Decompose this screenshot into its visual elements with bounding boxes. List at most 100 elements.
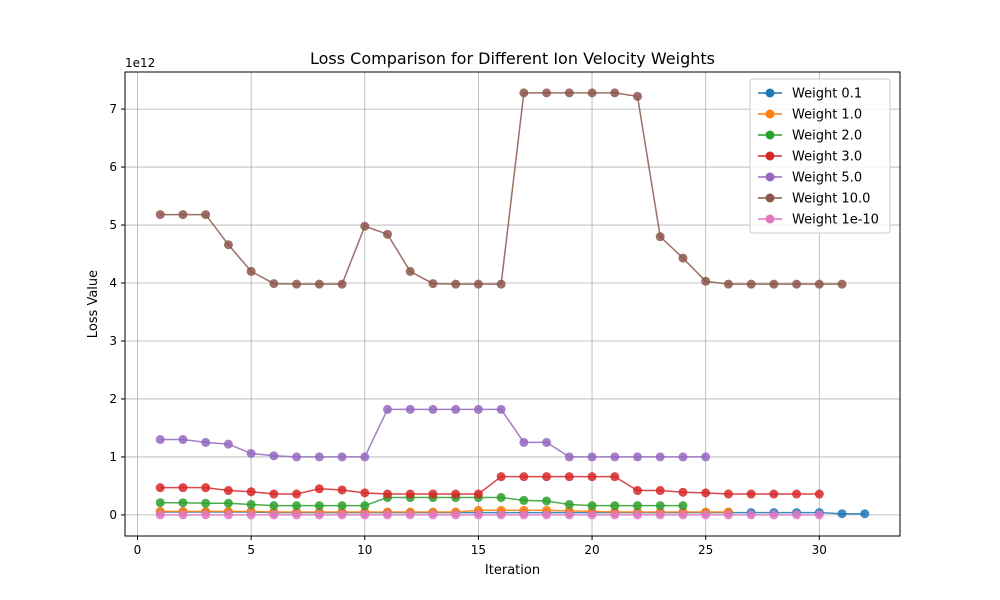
y-scale-offset-label: 1e12 xyxy=(125,56,155,70)
data-point xyxy=(360,501,370,511)
data-point xyxy=(496,493,506,503)
data-point xyxy=(223,498,233,508)
data-point xyxy=(269,510,279,520)
legend-marker xyxy=(765,88,775,98)
data-point xyxy=(223,240,233,250)
data-point xyxy=(292,501,302,511)
data-point xyxy=(542,88,552,98)
y-tick-label: 4 xyxy=(109,276,117,290)
data-point xyxy=(337,485,347,495)
data-point xyxy=(496,404,506,414)
legend-box xyxy=(749,78,891,234)
data-point xyxy=(633,91,642,101)
legend-entry: Weight 2.0 xyxy=(758,129,862,144)
data-point xyxy=(178,498,188,508)
data-point xyxy=(723,510,733,520)
series-line xyxy=(160,475,820,495)
data-point xyxy=(178,435,188,445)
legend-entry: Weight 3.0 xyxy=(758,150,862,165)
legend-label: Weight 2.0 xyxy=(792,129,862,144)
x-axis-label: Iteration xyxy=(485,563,540,578)
y-tick-label: 7 xyxy=(109,102,117,116)
data-point xyxy=(269,501,279,511)
legend-label: Weight 0.1 xyxy=(792,87,862,102)
legend-marker xyxy=(765,130,775,140)
data-point xyxy=(678,452,688,462)
data-point xyxy=(746,489,756,499)
data-point xyxy=(337,510,347,520)
data-point xyxy=(178,483,188,493)
data-point xyxy=(746,279,756,289)
data-point xyxy=(383,229,392,239)
series-weight-0-1 xyxy=(155,507,870,519)
data-point xyxy=(451,404,461,414)
y-tick-label: 5 xyxy=(109,218,117,232)
data-point xyxy=(542,510,552,520)
data-point xyxy=(223,486,233,496)
data-point xyxy=(610,452,620,462)
data-point xyxy=(473,489,483,499)
data-point xyxy=(564,472,574,482)
data-point xyxy=(837,509,847,519)
data-point xyxy=(610,472,620,482)
data-point xyxy=(201,498,211,508)
axis-ticks: 0 5 10 15 20 25 30 0 1 2 3 4 5 6 7 xyxy=(109,102,827,557)
data-point xyxy=(564,88,574,98)
data-point xyxy=(292,452,302,462)
legend-marker xyxy=(765,172,775,182)
data-point xyxy=(542,472,552,482)
data-point xyxy=(292,489,302,499)
data-point xyxy=(610,501,620,511)
data-point xyxy=(587,88,597,98)
data-point xyxy=(337,452,347,462)
data-point xyxy=(792,279,802,289)
data-point xyxy=(587,452,597,462)
plot-frame xyxy=(124,71,901,537)
data-point xyxy=(155,435,165,445)
x-tick-label: 15 xyxy=(471,543,486,557)
legend-marker xyxy=(765,109,775,119)
data-point xyxy=(246,510,256,520)
data-point xyxy=(360,488,370,498)
data-point xyxy=(314,510,324,520)
data-point xyxy=(519,88,529,98)
data-point xyxy=(564,499,574,509)
series-layer xyxy=(155,88,870,520)
data-point xyxy=(519,472,529,482)
data-point xyxy=(564,452,574,462)
chart-title: Loss Comparison for Different Ion Veloci… xyxy=(310,49,715,68)
data-point xyxy=(678,253,688,263)
data-point xyxy=(269,279,279,289)
data-point xyxy=(814,279,824,289)
data-point xyxy=(587,501,597,511)
data-point xyxy=(860,509,870,519)
data-point xyxy=(633,501,642,511)
series-line xyxy=(160,92,843,285)
data-point xyxy=(383,404,392,414)
x-tick-label: 10 xyxy=(357,543,372,557)
series-weight-1e-10 xyxy=(155,510,824,520)
y-tick-label: 1 xyxy=(109,450,117,464)
data-point xyxy=(655,232,665,242)
data-point xyxy=(314,452,324,462)
data-point xyxy=(542,496,552,506)
data-point xyxy=(223,510,233,520)
data-point xyxy=(428,404,438,414)
data-point xyxy=(201,437,211,447)
legend-label: Weight 1e-10 xyxy=(792,213,879,228)
x-tick-label: 30 xyxy=(812,543,827,557)
data-point xyxy=(314,501,324,511)
y-axis-label: Loss Value xyxy=(86,270,101,338)
data-point xyxy=(155,210,165,220)
data-point xyxy=(405,404,415,414)
data-point xyxy=(473,404,483,414)
data-point xyxy=(246,487,256,497)
data-point xyxy=(428,279,438,289)
data-point xyxy=(633,486,642,496)
legend-entry: Weight 10.0 xyxy=(758,192,870,207)
x-tick-label: 20 xyxy=(584,543,599,557)
series-line xyxy=(160,496,683,507)
data-point xyxy=(769,489,779,499)
data-point xyxy=(723,489,733,499)
data-point xyxy=(519,510,529,520)
